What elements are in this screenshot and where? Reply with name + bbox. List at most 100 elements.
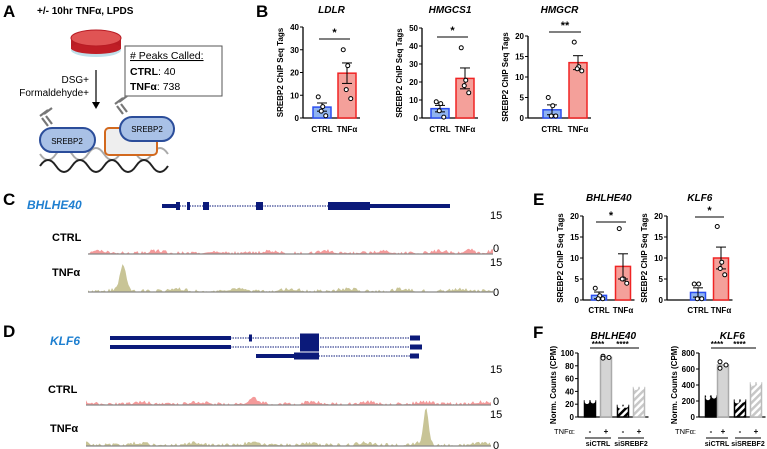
- coverage-track-tnf: [86, 408, 491, 447]
- data-point: [458, 45, 464, 51]
- data-point: [579, 68, 585, 74]
- x-tick-label: TNFα: [711, 306, 732, 315]
- track-label-ctrl: CTRL: [52, 232, 82, 244]
- data-point: [740, 397, 746, 403]
- chart-ldlr: LDLR 0 10 20 30 40 SREBP2 ChIP Seq Tags CTRL TNF…: [276, 5, 360, 134]
- y-tick-label: 100: [561, 349, 575, 358]
- panel-label-d: D: [3, 322, 15, 341]
- exon: [369, 204, 450, 208]
- data-point: [756, 380, 762, 386]
- y-tick-label: 40: [565, 387, 574, 396]
- y-tick-label: 15: [515, 53, 524, 62]
- tnf-sign: +: [604, 427, 609, 436]
- significance-stars: *: [609, 210, 614, 222]
- exon: [110, 336, 231, 340]
- x-tick-label: TNFα: [613, 306, 634, 315]
- exon: [203, 202, 209, 210]
- x-tick-label: CTRL: [541, 125, 562, 134]
- gene-model-bhlhe40: [162, 202, 450, 210]
- panel-a-title: +/- 10hr TNFα, LPDS: [37, 6, 134, 17]
- data-point: [340, 47, 346, 53]
- scale-min: 0: [493, 440, 499, 449]
- y-tick-label: 20: [409, 78, 418, 87]
- peaks-box: [124, 45, 223, 97]
- gene-model-klf6: [110, 333, 422, 360]
- y-tick-label: 5: [575, 275, 580, 284]
- data-point: [639, 385, 645, 390]
- y-tick-label: 20: [290, 69, 299, 78]
- chart-hmgcs1: HMGCS1 0 10 20 30 40 50 SREBP2 ChIP Seq Tags CTR…: [395, 5, 478, 134]
- bar: [616, 404, 630, 418]
- y-tick-label: 0: [520, 114, 525, 123]
- panel-label-a: A: [3, 2, 15, 21]
- data-point: [343, 87, 349, 93]
- y-axis-label: Norm. Counts (CPM): [549, 346, 558, 425]
- y-tick-label: 400: [682, 381, 696, 390]
- bar: [632, 386, 646, 418]
- coverage-area: [88, 248, 493, 254]
- srebp2-protein-left: [39, 127, 96, 153]
- data-point: [571, 39, 577, 45]
- group-label: siCTRL: [586, 441, 611, 448]
- gene-name-klf6: KLF6: [50, 334, 80, 348]
- tnf-sign: +: [637, 427, 642, 436]
- y-tick-label: 10: [654, 254, 663, 263]
- y-tick-label: 20: [570, 212, 579, 221]
- antibody-icon: [39, 95, 128, 127]
- data-point: [545, 95, 551, 100]
- significance-stars: ****: [711, 340, 724, 349]
- data-point: [717, 266, 723, 271]
- data-point: [315, 94, 321, 100]
- srebp2-label-right: SREBP2: [131, 125, 163, 134]
- data-point: [438, 101, 444, 107]
- chart-title: KLF6: [720, 331, 745, 342]
- data-point: [600, 296, 606, 302]
- data-point: [699, 296, 705, 302]
- data-point: [624, 280, 630, 286]
- srebp2-protein-right: [119, 116, 175, 142]
- data-point: [694, 296, 700, 302]
- y-tick-label: 0: [414, 114, 419, 123]
- exon: [300, 342, 319, 352]
- scale-max: 15: [490, 364, 502, 376]
- y-tick-label: 800: [682, 349, 696, 358]
- x-tick-label: TNFα: [455, 125, 476, 134]
- y-axis-label: Norm. Counts (CPM): [670, 346, 679, 425]
- y-tick-label: 10: [515, 73, 524, 82]
- y-axis-label: SREBP2 ChIP Seq Tags: [640, 213, 649, 303]
- chart-title: HMGCR: [541, 5, 580, 16]
- scale-max: 15: [490, 257, 502, 269]
- chart-title: BHLHE40: [586, 193, 632, 204]
- tnf-row-label: TNFα:: [675, 427, 696, 436]
- bar: [583, 400, 597, 418]
- data-point: [318, 108, 324, 114]
- significance-stars: **: [561, 20, 570, 32]
- y-tick-label: 0: [691, 413, 696, 422]
- data-point: [550, 103, 556, 109]
- x-tick-label: TNFα: [568, 125, 589, 134]
- data-point: [320, 104, 326, 110]
- y-tick-label: 30: [409, 60, 418, 69]
- chart-title: LDLR: [318, 5, 345, 16]
- data-point: [553, 113, 559, 119]
- data-point: [696, 281, 702, 287]
- data-point: [323, 113, 329, 119]
- y-tick-label: 200: [682, 397, 696, 406]
- group-label: siCTRL: [705, 441, 730, 448]
- y-tick-label: 5: [659, 275, 664, 284]
- significance-stars: ****: [733, 340, 746, 349]
- exon: [110, 345, 231, 349]
- tnf-sign: -: [589, 427, 592, 436]
- data-point: [436, 108, 442, 114]
- coverage-track-ctrl: [88, 248, 493, 255]
- data-point: [734, 398, 740, 404]
- gene-name-bhlhe40: BHLHE40: [27, 198, 82, 212]
- chart-title: HMGCS1: [429, 5, 472, 16]
- data-point: [463, 77, 469, 83]
- data-point: [750, 380, 756, 386]
- scale-min: 0: [493, 396, 499, 408]
- panel-label-b: B: [256, 2, 268, 21]
- y-tick-label: 30: [290, 46, 299, 55]
- x-tick-label: TNFα: [337, 125, 358, 134]
- significance-stars: ****: [592, 340, 605, 349]
